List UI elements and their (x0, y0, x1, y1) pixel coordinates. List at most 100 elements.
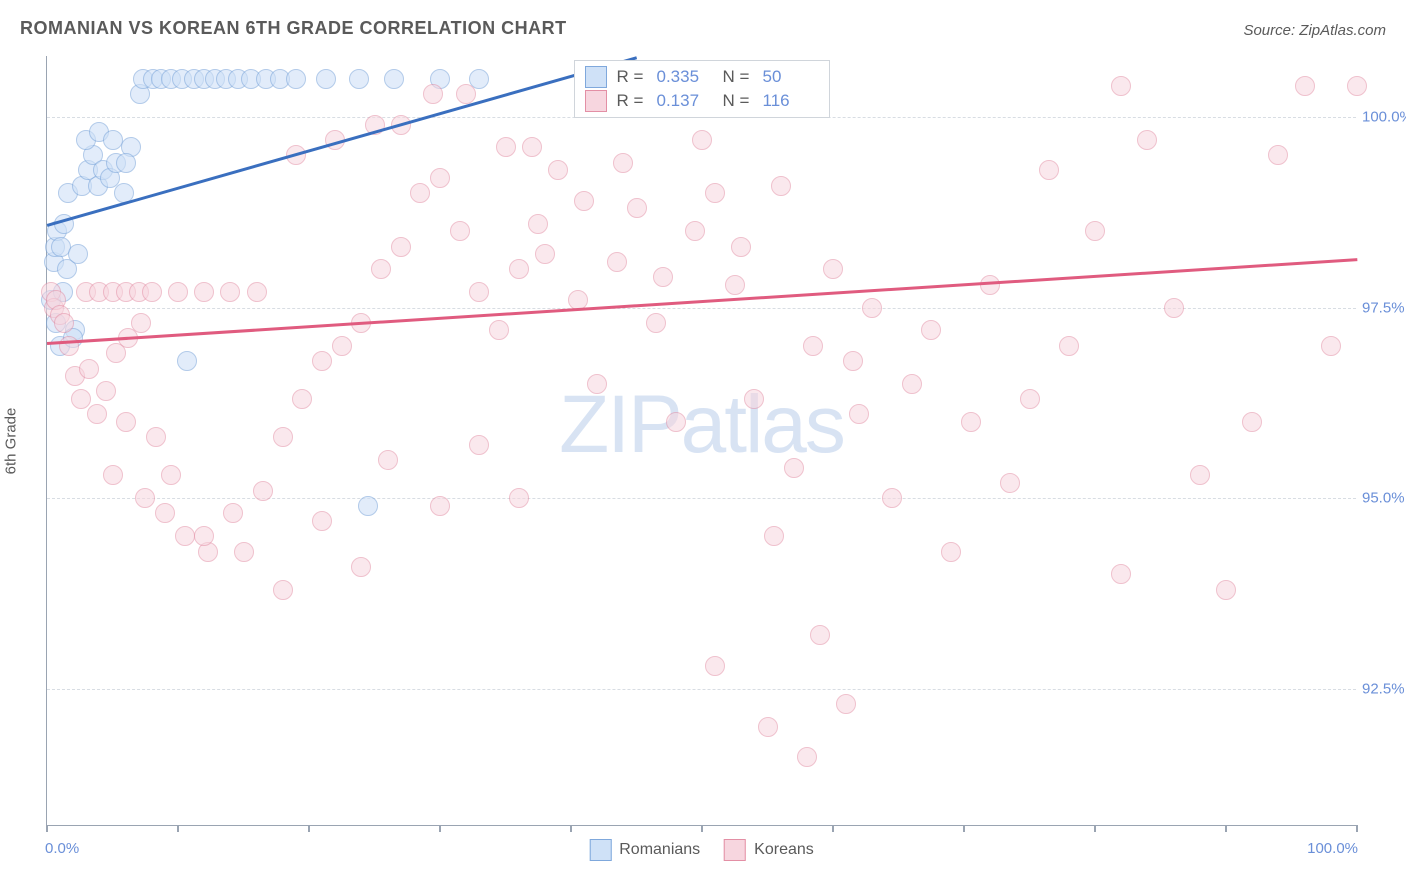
koreans-point (273, 427, 293, 447)
x-max-label: 100.0% (1307, 840, 1358, 857)
koreans-point (731, 237, 751, 257)
plot-area: 6th Grade ZIPatlas R =0.335N =50R =0.137… (46, 56, 1356, 826)
koreans-point (764, 526, 784, 546)
koreans-point (312, 511, 332, 531)
legend-row-koreans: R =0.137N =116 (585, 89, 819, 113)
legend-swatch (585, 66, 607, 88)
koreans-point (155, 503, 175, 523)
legend-n-label: N = (723, 91, 753, 111)
koreans-point (146, 427, 166, 447)
koreans-point (410, 183, 430, 203)
koreans-point (509, 488, 529, 508)
koreans-point (135, 488, 155, 508)
koreans-point (666, 412, 686, 432)
koreans-point (1000, 473, 1020, 493)
koreans-point (1190, 465, 1210, 485)
koreans-point (351, 557, 371, 577)
legend-n-value: 50 (763, 67, 819, 87)
legend-r-label: R = (617, 67, 647, 87)
romanians-point (316, 69, 336, 89)
x-tick (46, 825, 48, 832)
koreans-point (607, 252, 627, 272)
koreans-point (430, 168, 450, 188)
x-tick (570, 825, 572, 832)
koreans-point (862, 298, 882, 318)
legend-swatch (589, 839, 611, 861)
koreans-point (685, 221, 705, 241)
koreans-point (168, 282, 188, 302)
romanians-point (286, 69, 306, 89)
koreans-point (921, 320, 941, 340)
gridline (47, 308, 1356, 309)
koreans-point (161, 465, 181, 485)
koreans-point (1295, 76, 1315, 96)
koreans-point (142, 282, 162, 302)
romanians-point (116, 153, 136, 173)
x-tick (439, 825, 441, 832)
legend-r-value: 0.335 (657, 67, 713, 87)
x-tick (963, 825, 965, 832)
koreans-point (371, 259, 391, 279)
y-tick-label: 95.0% (1362, 490, 1406, 507)
legend-label: Koreans (754, 841, 814, 859)
romanians-point (103, 130, 123, 150)
y-tick-label: 92.5% (1362, 680, 1406, 697)
x-tick (177, 825, 179, 832)
koreans-point (758, 717, 778, 737)
koreans-point (103, 465, 123, 485)
koreans-point (653, 267, 673, 287)
koreans-point (430, 496, 450, 516)
koreans-point (489, 320, 509, 340)
koreans-point (797, 747, 817, 767)
koreans-point (456, 84, 476, 104)
romanians-point (384, 69, 404, 89)
x-tick (1356, 825, 1358, 832)
romanians-point (177, 351, 197, 371)
koreans-point (574, 191, 594, 211)
koreans-point (378, 450, 398, 470)
koreans-point (1268, 145, 1288, 165)
koreans-point (980, 275, 1000, 295)
koreans-point (803, 336, 823, 356)
koreans-point (234, 542, 254, 562)
legend-label: Romanians (619, 841, 700, 859)
koreans-point (522, 137, 542, 157)
koreans-point (1059, 336, 1079, 356)
koreans-point (882, 488, 902, 508)
gridline (47, 689, 1356, 690)
koreans-point (469, 435, 489, 455)
koreans-point (131, 313, 151, 333)
koreans-point (273, 580, 293, 600)
koreans-point (705, 183, 725, 203)
koreans-point (528, 214, 548, 234)
x-tick (701, 825, 703, 832)
romanians-point (68, 244, 88, 264)
koreans-point (1085, 221, 1105, 241)
chart-container: 6th Grade ZIPatlas R =0.335N =50R =0.137… (46, 56, 1386, 826)
koreans-point (509, 259, 529, 279)
koreans-point (692, 130, 712, 150)
koreans-point (194, 526, 214, 546)
koreans-point (646, 313, 666, 333)
legend-r-label: R = (617, 91, 647, 111)
koreans-point (253, 481, 273, 501)
chart-title: ROMANIAN VS KOREAN 6TH GRADE CORRELATION… (20, 18, 567, 39)
y-tick-label: 97.5% (1362, 299, 1406, 316)
koreans-point (810, 625, 830, 645)
legend-n-label: N = (723, 67, 753, 87)
koreans-point (116, 412, 136, 432)
koreans-point (496, 137, 516, 157)
koreans-point (59, 336, 79, 356)
koreans-point (1242, 412, 1262, 432)
koreans-point (312, 351, 332, 371)
koreans-point (784, 458, 804, 478)
koreans-point (1039, 160, 1059, 180)
series-legend: Romanians Koreans (589, 839, 814, 861)
x-tick (308, 825, 310, 832)
koreans-point (54, 313, 74, 333)
koreans-point (194, 282, 214, 302)
koreans-point (1111, 76, 1131, 96)
koreans-point (705, 656, 725, 676)
koreans-point (247, 282, 267, 302)
koreans-point (843, 351, 863, 371)
